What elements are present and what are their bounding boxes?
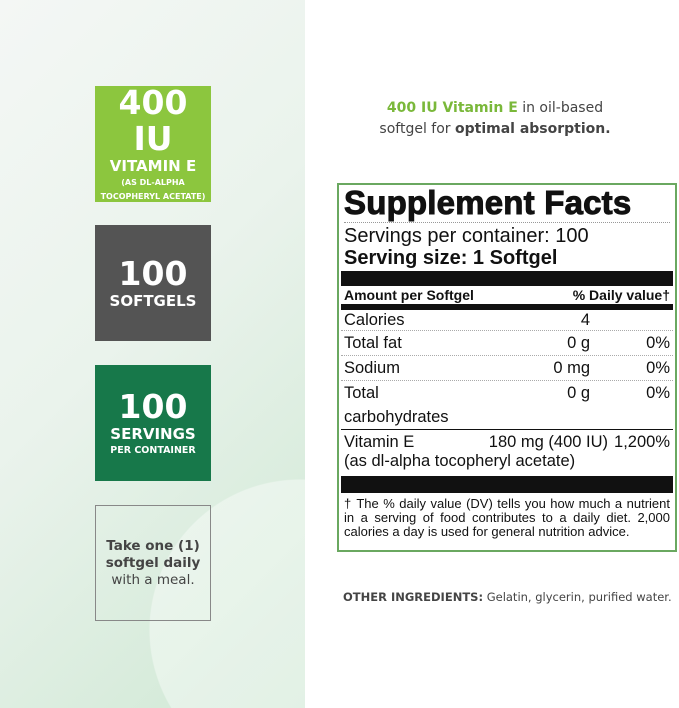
nutrient-amount: 0 g <box>567 384 590 402</box>
nutrient-row: Sodium 0 mg 0% <box>341 356 673 381</box>
nutrient-dv: 0% <box>646 359 670 377</box>
badge-mid: SOFTGELS <box>109 291 197 310</box>
nutrient-amount: 0 mg <box>553 359 590 377</box>
other-text: Gelatin, glycerin, purified water. <box>483 590 672 604</box>
nutrient-dv: 0% <box>646 334 670 352</box>
nutrient-dv: 1,200% <box>614 433 670 451</box>
directions-line: with a meal. <box>111 571 195 588</box>
tagline-text: softgel for <box>379 121 455 137</box>
nutrient-amount: 180 mg (400 IU) <box>488 433 609 451</box>
directions-line: Take one (1) <box>106 537 200 554</box>
divider-bar <box>341 271 673 286</box>
facts-title: Supplement Facts <box>344 184 632 222</box>
nutrient-name: Total fat <box>344 334 402 352</box>
nutrient-name: Vitamin E <box>344 433 415 451</box>
badge-big: 100 <box>118 253 188 293</box>
serving-size: Serving size: 1 Softgel <box>344 247 558 269</box>
header-dv: % Daily value† <box>572 287 670 303</box>
tagline-text: in oil-based <box>517 100 604 116</box>
nutrient-name: Sodium <box>344 359 400 377</box>
facts-header: Amount per Softgel % Daily value† <box>341 286 673 310</box>
footnote: † The % daily value (DV) tells you how m… <box>344 496 670 539</box>
other-ingredients: OTHER INGREDIENTS: Gelatin, glycerin, pu… <box>343 590 672 604</box>
other-label: OTHER INGREDIENTS: <box>343 590 484 604</box>
badge-mid: VITAMIN E <box>109 156 197 175</box>
supplement-facts-panel: Supplement Facts Servings per container:… <box>337 183 677 552</box>
left-panel: 400 IU VITAMIN E (AS DL-ALPHA TOCOPHERYL… <box>0 0 305 708</box>
badge-softgels: 100 SOFTGELS <box>95 225 211 341</box>
nutrient-dv: 0% <box>646 384 670 402</box>
directions-line: softgel daily <box>105 554 201 571</box>
nutrient-source: (as dl-alpha tocopheryl acetate) <box>344 452 576 470</box>
tagline-bold: optimal absorption. <box>454 121 611 137</box>
badge-servings: 100 SERVINGS PER CONTAINER <box>95 365 211 481</box>
badge-directions: Take one (1) softgel daily with a meal. <box>95 505 211 621</box>
badge-small: (AS DL-ALPHA <box>121 177 185 187</box>
badge-big: 100 <box>118 386 188 426</box>
badge-small: PER CONTAINER <box>110 444 196 456</box>
nutrient-row: Total fat 0 g 0% <box>341 331 673 356</box>
nutrient-row: Calories 4 <box>341 310 673 331</box>
tagline: 400 IU Vitamin E in oil-based softgel fo… <box>330 98 660 140</box>
nutrient-amount: 4 <box>580 311 590 329</box>
nutrient-name: Total carbohydrates <box>344 384 449 426</box>
tagline-highlight: 400 IU Vitamin E <box>386 100 518 116</box>
badge-small: TOCOPHERYL ACETATE) <box>100 191 206 201</box>
divider-bar <box>341 476 673 493</box>
servings-per-container: Servings per container: 100 <box>344 225 589 247</box>
nutrient-row: Total carbohydrates 0 g 0% <box>341 381 673 430</box>
nutrient-name: Calories <box>344 311 405 329</box>
nutrient-dv <box>600 310 670 330</box>
header-amount: Amount per Softgel <box>344 287 474 303</box>
vitamin-e-row: Vitamin E 180 mg (400 IU) 1,200% (as dl-al… <box>344 433 670 471</box>
nutrient-amount: 0 g <box>567 334 590 352</box>
badge-vitamin-e: 400 IU VITAMIN E (AS DL-ALPHA TOCOPHERYL… <box>95 82 211 202</box>
badge-mid: SERVINGS <box>110 424 196 443</box>
badge-big: 400 IU <box>118 82 188 158</box>
